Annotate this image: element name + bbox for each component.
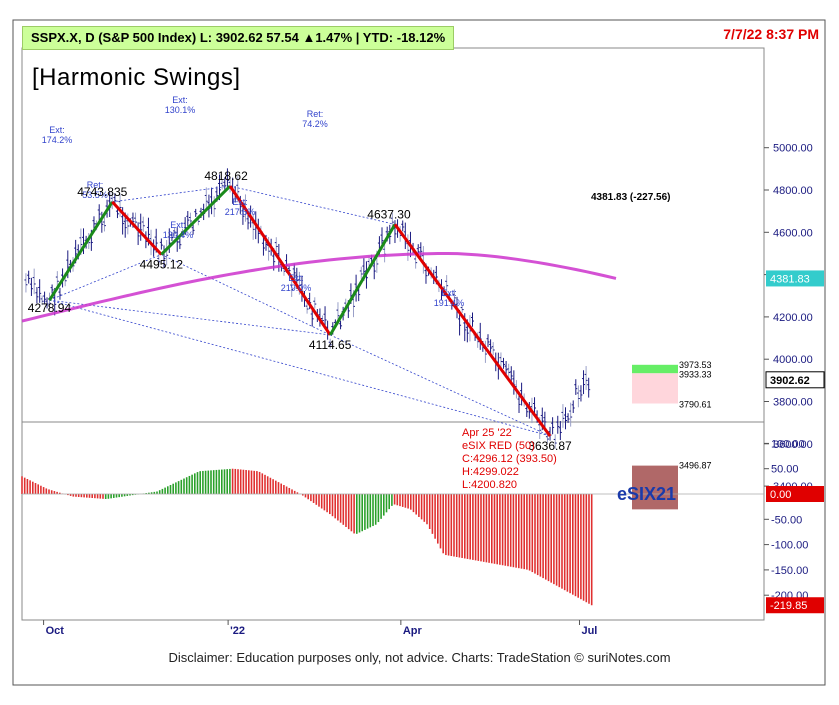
swing-price-label: 4278.94 xyxy=(28,301,72,315)
fib-annotation-line: Ext: xyxy=(232,197,248,207)
swing-price-label: 4637.30 xyxy=(367,207,411,221)
disclaimer: Disclaimer: Education purposes only, not… xyxy=(168,650,671,665)
osc-title: eSIX21 xyxy=(617,484,676,504)
fib-annotation: Ext: 217.6% xyxy=(225,197,256,217)
timestamp: 7/7/22 8:37 PM xyxy=(723,26,819,42)
swing-price-label: 3636.87 xyxy=(528,439,572,453)
fib-annotation-line: 219.0% xyxy=(281,283,312,293)
up-swing-line xyxy=(48,201,114,302)
osc-zero-tag-label: 0.00 xyxy=(770,489,791,501)
ma-axis-tag xyxy=(766,270,824,287)
down-swing-line xyxy=(111,200,163,256)
fib-connector xyxy=(49,254,162,301)
time-axis-label: Apr xyxy=(403,625,423,637)
price-axis-label: 4000.00 xyxy=(773,354,813,366)
osc-axis-label: -150.00 xyxy=(771,565,808,577)
fib-annotation-line: Ext: xyxy=(170,220,186,230)
osc-last-tag xyxy=(766,597,824,614)
osc-tooltip-line: eSIX RED (50) xyxy=(462,440,535,452)
time-axis-label: Oct xyxy=(46,625,65,637)
last-price-tag xyxy=(765,371,825,389)
outer-frame xyxy=(12,19,826,686)
fib-annotation-line: Ret: xyxy=(307,109,324,119)
fib-annotation-line: 53.5% xyxy=(82,190,108,200)
price-axis-label: 3600.00 xyxy=(773,439,813,451)
fib-annotation-line: 130.1% xyxy=(165,105,196,115)
fib-annotation-line: Ext: xyxy=(172,95,188,105)
fib-connector xyxy=(161,254,331,336)
osc-axis-label: -100.00 xyxy=(771,540,808,552)
fib-annotation-line: 217.6% xyxy=(225,207,256,217)
target-zone xyxy=(632,373,678,404)
fib-annotation-line: 74.2% xyxy=(302,119,328,129)
fib-annotation: Ext: 191.4% xyxy=(434,288,465,308)
fib-annotation: Ext: 219.0% xyxy=(281,273,312,293)
fib-connector xyxy=(330,334,551,437)
price-axis-label: 4200.00 xyxy=(773,312,813,324)
down-swing-line xyxy=(393,223,552,437)
zone-top-label: 3496.87 xyxy=(679,461,712,471)
fib-connector xyxy=(49,299,551,437)
up-swing-line xyxy=(328,223,397,336)
moving-average-line xyxy=(21,252,617,323)
price-axis-label: 5000.00 xyxy=(773,143,813,155)
fib-annotation-line: 130.4% xyxy=(163,230,194,240)
swing-price-label: 4495.12 xyxy=(140,257,184,271)
ma-axis-tag-label: 4381.83 xyxy=(770,273,810,285)
fib-annotation-line: 174.2% xyxy=(42,135,73,145)
osc-tooltip-line: C:4296.12 (393.50) xyxy=(462,453,557,465)
fib-annotation: Ret: 53.5% xyxy=(82,180,108,200)
last-price-tag-label: 3902.62 xyxy=(770,375,810,387)
zone-bottom-label: 3790.61 xyxy=(679,399,712,409)
up-swing-line xyxy=(160,184,232,256)
osc-tooltip-line: Apr 25 '22 xyxy=(462,427,512,439)
price-axis-label: 4600.00 xyxy=(773,227,813,239)
target-zone xyxy=(632,364,678,374)
fib-annotation-line: Ext: xyxy=(49,125,65,135)
fib-annotation: Ext: 174.2% xyxy=(42,125,73,145)
time-axis-label: '22 xyxy=(230,625,245,637)
swing-price-label: 4114.65 xyxy=(309,338,352,352)
plot-border xyxy=(21,47,765,621)
zone-top-label: 3973.53 xyxy=(679,360,712,370)
fib-annotation: Ext: 130.1% xyxy=(165,95,196,115)
fib-annotation-line: Ext: xyxy=(441,288,457,298)
fib-annotation-line: 191.4% xyxy=(434,298,465,308)
fib-annotation: Ret: 74.2% xyxy=(302,109,328,129)
ticker-header: SSPX.X, D (S&P 500 Index) L: 3902.62 57.… xyxy=(22,26,455,50)
fib-annotation-line: Ret: xyxy=(87,180,104,190)
ma-value-label: 4381.83 (-227.56) xyxy=(591,192,671,203)
down-swing-line xyxy=(228,185,332,336)
fib-annotation-line: Ext: xyxy=(288,273,304,283)
fib-annotation: Ext: 130.4% xyxy=(163,220,194,240)
osc-tooltip-line: L:4200.820 xyxy=(462,479,517,491)
osc-axis-label: 100.00 xyxy=(771,438,805,450)
price-axis-label: 3800.00 xyxy=(773,397,813,409)
osc-axis-label: -50.00 xyxy=(771,514,802,526)
price-axis-label: 4800.00 xyxy=(773,185,813,197)
swing-price-label: 4818.62 xyxy=(204,169,248,183)
time-axis-label: Jul xyxy=(581,625,597,637)
target-zone xyxy=(632,465,678,510)
fib-connector xyxy=(229,185,396,225)
osc-last-tag-label: -219.85 xyxy=(770,600,807,612)
osc-zero-tag xyxy=(766,486,824,502)
swing-price-label: 4743.835 xyxy=(77,185,127,199)
zone-bottom-label: 3933.33 xyxy=(679,369,712,379)
fib-connector xyxy=(112,185,231,203)
osc-axis-label: 50.00 xyxy=(771,464,799,476)
osc-tooltip-line: H:4299.022 xyxy=(462,466,519,478)
fib-connector xyxy=(49,299,331,336)
study-title: [Harmonic Swings] xyxy=(32,64,241,91)
